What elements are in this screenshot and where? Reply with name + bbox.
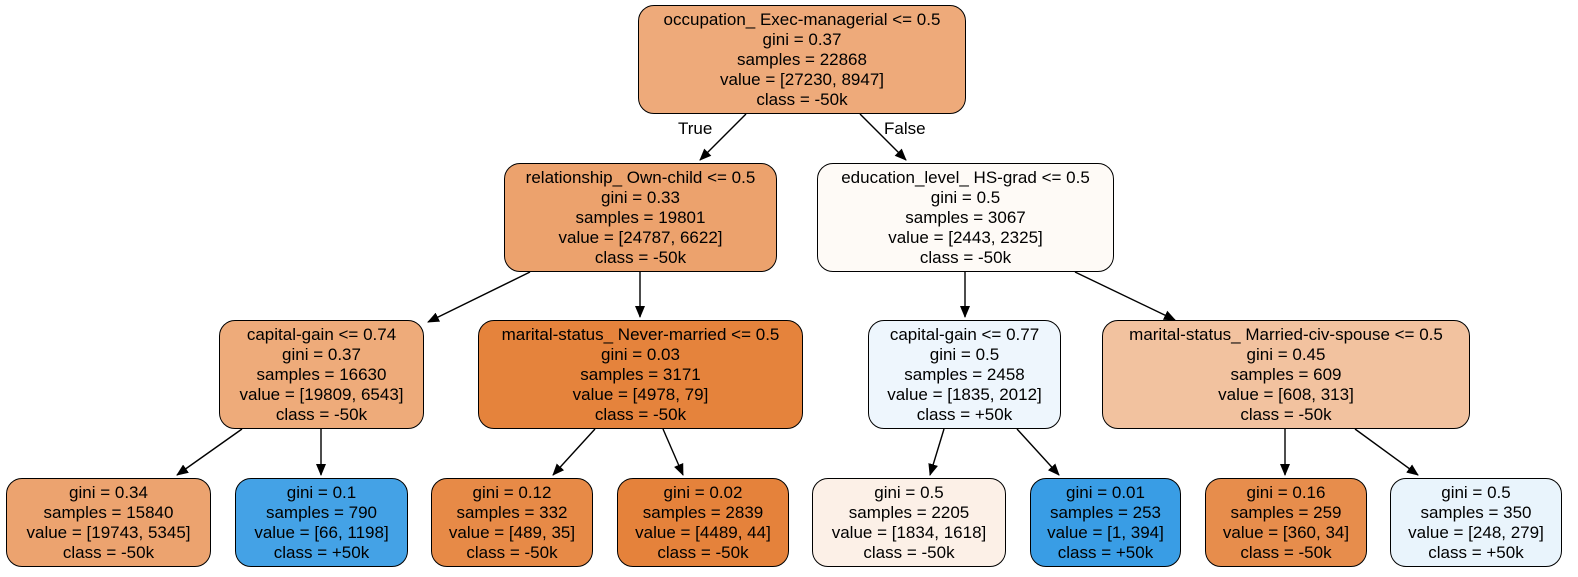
node-text-line: value = [608, 313] [1218,384,1354,404]
node-text-line: gini = 0.37 [282,344,361,364]
leaf-rll: gini = 0.5 samples = 2205 value = [1834, 1… [812,478,1006,567]
node-text-line: samples = 350 [1420,502,1532,522]
node-text-line: value = [2443, 2325] [888,227,1043,247]
node-text-line: class = -50k [756,89,848,109]
node-text-line: class = +50k [1057,542,1154,562]
tree-edge-0 [699,113,747,161]
node-text-line: samples = 2205 [848,502,970,522]
node-marital-status-never-married: marital-status_ Never-married <= 0.5 gini… [478,320,803,429]
leaf-rrr: gini = 0.5 samples = 350 value = [248, 279… [1390,478,1562,567]
node-text-line: value = [24787, 6622] [558,227,723,247]
tree-edge-8 [552,428,596,476]
node-text-line: samples = 3171 [580,364,701,384]
node-text-line: class = +50k [1428,542,1524,562]
tree-edge-2 [427,271,531,323]
node-text-line: class = +50k [273,542,370,562]
edge-label-true: True [678,119,713,138]
node-text-line: class = -50k [594,404,687,424]
leaf-rrl: gini = 0.16 samples = 259 value = [360, 34… [1205,478,1367,567]
node-text-line: class = -50k [657,542,749,562]
node-text-line: class = -50k [466,542,558,562]
node-text-line: gini = 0.33 [601,187,680,207]
node-text-line: gini = 0.5 [1441,482,1511,502]
node-text-line: gini = 0.1 [286,482,357,502]
node-text-line: gini = 0.37 [762,29,842,49]
node-text-line: samples = 2839 [642,502,764,522]
node-text-line: marital-status_ Married-civ-spouse <= 0.… [1129,324,1443,344]
node-text-line: gini = 0.01 [1066,482,1145,502]
leaf-lrl: gini = 0.12 samples = 332 value = [489, 35… [431,478,593,567]
node-text-line: samples = 259 [1230,502,1342,522]
node-text-line: class = -50k [62,542,155,562]
node-text-line: value = [27230, 8947] [720,69,884,89]
node-text-line: samples = 19801 [575,207,706,227]
node-text-line: occupation_ Exec-managerial <= 0.5 [663,9,941,29]
tree-edge-1 [859,113,907,161]
node-text-line: gini = 0.5 [930,187,1001,207]
node-text-line: class = -50k [1240,542,1332,562]
node-text-line: samples = 15840 [43,502,174,522]
leaf-llr: gini = 0.1 samples = 790 value = [66, 1198… [235,478,408,567]
node-text-line: class = -50k [275,404,368,424]
node-capital-gain-074: capital-gain <= 0.74 gini = 0.37 samples =… [219,320,424,429]
node-text-line: gini = 0.5 [929,344,1000,364]
node-text-line: samples = 16630 [256,364,387,384]
node-text-line: value = [360, 34] [1222,522,1350,542]
node-relationship-own-child: relationship_ Own-child <= 0.5 gini = 0.3… [504,163,777,272]
node-text-line: relationship_ Own-child <= 0.5 [525,167,756,187]
node-education-level-hs-grad: education_level_ HS-grad <= 0.5 gini = 0.… [817,163,1114,272]
node-text-line: value = [248, 279] [1408,522,1544,542]
node-text-line: class = -50k [863,542,955,562]
node-text-line: class = -50k [1240,404,1332,424]
leaf-lll: gini = 0.34 samples = 15840 value = [19743… [6,478,211,567]
node-text-line: samples = 332 [456,502,568,522]
node-text-line: samples = 609 [1230,364,1342,384]
node-text-line: samples = 790 [265,502,378,522]
node-text-line: value = [4489, 44] [635,522,771,542]
node-text-line: gini = 0.5 [874,482,944,502]
node-text-line: class = -50k [919,247,1012,267]
node-text-line: value = [1835, 2012] [887,384,1042,404]
tree-edge-10 [928,428,945,476]
tree-edge-5 [1074,271,1176,321]
node-text-line: gini = 0.12 [472,482,552,502]
edge-label-false: False [884,119,926,138]
node-text-line: value = [1834, 1618] [831,522,987,542]
tree-edge-6 [176,428,243,476]
node-text-line: samples = 3067 [905,207,1026,227]
node-text-line: value = [1, 394] [1047,522,1164,542]
node-text-line: value = [4978, 79] [572,384,709,404]
node-marital-status-married-civ-spouse: marital-status_ Married-civ-spouse <= 0.… [1102,320,1470,429]
node-text-line: class = +50k [916,404,1013,424]
node-text-line: gini = 0.34 [69,482,148,502]
node-text-line: gini = 0.16 [1246,482,1326,502]
tree-edge-13 [1354,428,1419,476]
node-text-line: value = [66, 1198] [254,522,389,542]
node-capital-gain-077: capital-gain <= 0.77 gini = 0.5 samples = … [868,320,1061,429]
node-text-line: class = -50k [594,247,687,267]
node-text-line: value = [19809, 6543] [239,384,404,404]
tree-edge-9 [662,428,684,476]
node-text-line: capital-gain <= 0.74 [246,324,397,344]
node-text-line: value = [489, 35] [448,522,576,542]
node-text-line: marital-status_ Never-married <= 0.5 [501,324,780,344]
node-text-line: education_level_ HS-grad <= 0.5 [841,167,1090,187]
node-text-line: samples = 22868 [737,49,867,69]
leaf-lrr: gini = 0.02 samples = 2839 value = [4489, … [617,478,789,567]
node-text-line: value = [19743, 5345] [26,522,191,542]
node-text-line: gini = 0.03 [601,344,680,364]
leaf-rlr: gini = 0.01 samples = 253 value = [1, 394]… [1030,478,1181,567]
node-text-line: samples = 2458 [904,364,1025,384]
node-text-line: gini = 0.45 [1246,344,1326,364]
tree-edge-11 [1016,428,1060,476]
node-text-line: samples = 253 [1049,502,1162,522]
node-text-line: capital-gain <= 0.77 [889,324,1040,344]
node-text-line: gini = 0.02 [663,482,743,502]
node-root: occupation_ Exec-managerial <= 0.5 gini =… [638,5,966,114]
